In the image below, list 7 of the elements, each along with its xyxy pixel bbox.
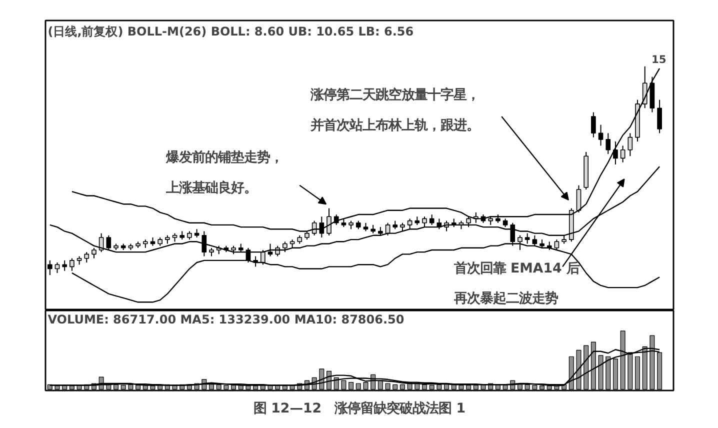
annotation: 爆发前的铺垫走势，上涨基础良好。 [164,150,283,196]
annotation: 首次回靠 EMA14 后再次暴起二波走势 [452,260,580,307]
caption: 图 12—12 涨停留缺突破战法图 1 [254,400,466,416]
annotation: 涨停第二天跳空放量十字星，并首次站上布林上轨，跟进。 [310,87,480,134]
chart-title: (日线,前复权) BOLL-M(26) BOLL: 8.60 UB: 10.65 LB: 6.56 [48,24,414,39]
chart-title: VOLUME: 86717.00 MA5: 133239.00 MA10: 87806.50 [48,312,404,326]
text: 15 [651,53,666,66]
